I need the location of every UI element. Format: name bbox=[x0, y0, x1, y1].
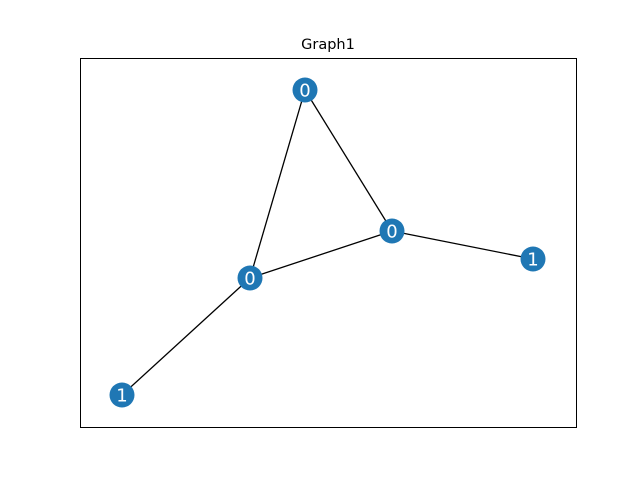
node-circle bbox=[237, 265, 263, 291]
graph-node-n2: 0 bbox=[237, 265, 263, 291]
edge-n1-n2 bbox=[249, 89, 306, 279]
node-circle bbox=[520, 246, 546, 272]
edge-n2-n4 bbox=[121, 277, 251, 396]
node-circle bbox=[109, 382, 135, 408]
edges-layer bbox=[121, 89, 534, 396]
axes-frame bbox=[80, 58, 577, 428]
node-label: 0 bbox=[244, 269, 255, 290]
graph-node-n5: 1 bbox=[520, 246, 546, 272]
node-label: 0 bbox=[299, 81, 310, 102]
graph-node-n3: 0 bbox=[379, 218, 405, 244]
graph-title: Graph1 bbox=[301, 37, 355, 53]
edge-n3-n2 bbox=[249, 230, 393, 279]
node-label: 0 bbox=[386, 222, 397, 243]
node-circle bbox=[379, 218, 405, 244]
edge-n3-n5 bbox=[391, 230, 534, 260]
edge-n1-n3 bbox=[304, 89, 393, 232]
nodes-layer: 0 0 0 1 1 bbox=[109, 77, 546, 408]
graph-node-n4: 1 bbox=[109, 382, 135, 408]
node-circle bbox=[292, 77, 318, 103]
node-label: 1 bbox=[527, 250, 538, 271]
node-label: 1 bbox=[116, 386, 127, 407]
graph-node-n1: 0 bbox=[292, 77, 318, 103]
